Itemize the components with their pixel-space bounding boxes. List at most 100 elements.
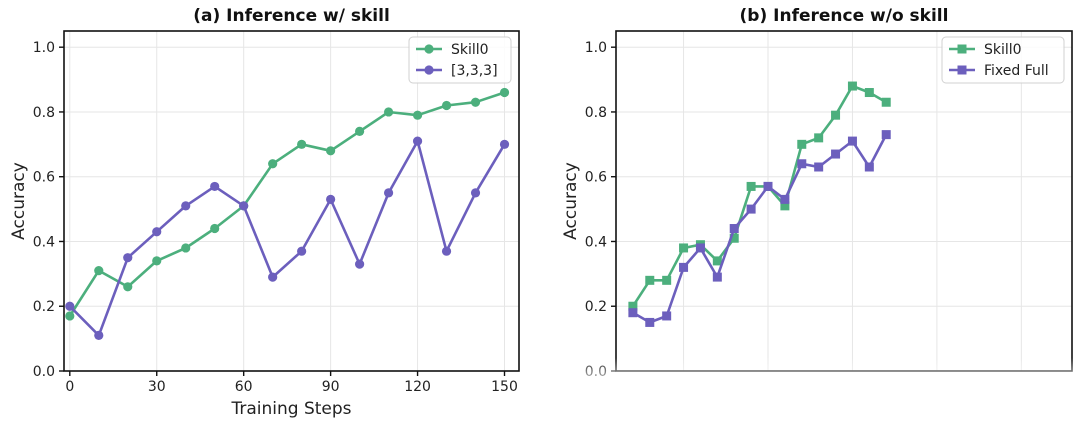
y-tick-label: 0.6	[585, 170, 607, 186]
data-point	[94, 330, 104, 340]
data-point	[123, 253, 133, 263]
y-tick-label: 0.4	[585, 234, 607, 250]
data-point	[881, 97, 891, 107]
chart-title: (b) Inference w/o skill	[740, 6, 949, 26]
data-point	[881, 130, 891, 140]
data-point	[831, 149, 841, 159]
data-point	[712, 256, 722, 266]
legend: Skill0 [3,3,3]	[408, 36, 512, 84]
data-point	[780, 194, 790, 204]
y-tick-label: 0.6	[33, 170, 55, 186]
data-point	[628, 308, 638, 318]
data-point	[763, 181, 773, 191]
x-tick-label: 120	[404, 379, 431, 395]
legend-label: [3,3,3]	[451, 63, 498, 79]
y-tick-label: 0.8	[585, 105, 607, 121]
data-point	[864, 88, 874, 98]
data-point	[239, 201, 249, 211]
data-point	[152, 227, 162, 237]
data-point	[645, 317, 655, 327]
y-tick-label: 1.0	[33, 40, 55, 56]
y-tick-label: 0.0	[33, 364, 55, 380]
data-point	[797, 159, 807, 169]
data-point	[326, 146, 336, 156]
data-point	[814, 133, 824, 143]
legend-marker	[424, 44, 434, 54]
data-point	[847, 81, 857, 91]
data-point	[797, 139, 807, 149]
data-point	[864, 162, 874, 172]
y-axis-label: Accuracy	[561, 162, 581, 240]
x-tick-label: 60	[235, 379, 253, 395]
series-line-1	[631, 84, 887, 307]
series-line-2	[632, 133, 888, 324]
y-tick-label: 0.2	[585, 299, 607, 315]
y-tick-label: 0.8	[33, 105, 55, 121]
data-point	[679, 262, 689, 272]
data-point	[297, 246, 307, 256]
data-point	[645, 275, 655, 285]
y-tick-label: 0.2	[33, 299, 55, 315]
data-point	[152, 256, 162, 266]
data-point	[662, 275, 672, 285]
data-point	[297, 139, 307, 149]
data-point	[470, 188, 481, 198]
series-line-1	[68, 91, 505, 317]
y-axis-label: Accuracy	[9, 162, 29, 240]
data-point	[383, 188, 394, 198]
data-point	[181, 201, 191, 211]
data-point	[470, 97, 481, 107]
data-point	[123, 282, 133, 292]
data-point	[355, 259, 365, 269]
data-point	[746, 181, 756, 191]
x-tick-label: 150	[491, 379, 518, 395]
data-point	[746, 204, 756, 214]
data-point	[94, 266, 104, 276]
data-point	[268, 159, 278, 169]
data-point	[326, 194, 336, 204]
data-point	[847, 136, 857, 146]
x-tick-label: 90	[322, 379, 340, 395]
data-point	[679, 243, 689, 253]
data-point	[355, 126, 365, 136]
data-point	[628, 301, 638, 311]
data-point	[712, 272, 722, 282]
legend-marker	[957, 65, 967, 75]
data-point	[831, 110, 841, 120]
legend-label: Skill0	[984, 42, 1022, 58]
data-point	[662, 311, 672, 321]
series-line-2	[68, 139, 506, 337]
panel-b: 0.00.20.40.60.81.0(b) Inference w/o skil…	[561, 6, 1073, 380]
legend-label: Fixed Full	[984, 63, 1049, 79]
x-tick-label: 30	[148, 379, 166, 395]
data-point	[268, 272, 278, 282]
y-tick-label: 1.0	[585, 40, 607, 56]
x-tick-label: 0	[65, 379, 74, 395]
data-point	[814, 162, 824, 172]
legend: Skill0 Fixed Full	[941, 36, 1065, 84]
y-tick-label: 0.4	[33, 234, 55, 250]
data-point	[210, 181, 220, 192]
data-point	[499, 139, 510, 149]
x-axis-label: Training Steps	[230, 399, 351, 419]
data-point	[780, 201, 790, 211]
data-point	[441, 246, 452, 256]
data-point	[181, 243, 191, 253]
legend-marker	[957, 44, 967, 54]
data-point	[441, 100, 452, 111]
plot-frame	[63, 30, 520, 372]
data-point	[65, 301, 75, 311]
data-point	[412, 136, 423, 146]
bottom-fade-overlay	[585, 358, 1080, 427]
data-point	[499, 87, 510, 98]
data-point	[412, 110, 423, 120]
data-point	[210, 223, 220, 234]
legend-label: Skill0	[451, 42, 489, 58]
chart-title: (a) Inference w/ skill	[193, 6, 390, 26]
data-point	[383, 107, 394, 117]
data-point	[65, 311, 75, 321]
data-point	[729, 224, 739, 234]
legend-marker	[424, 65, 434, 75]
data-point	[695, 243, 705, 253]
panel-a: 0.0 0.2 0.4 0.6 0.8 1.0 0 30 60 90 120 150 (a) Infer…	[9, 6, 520, 419]
